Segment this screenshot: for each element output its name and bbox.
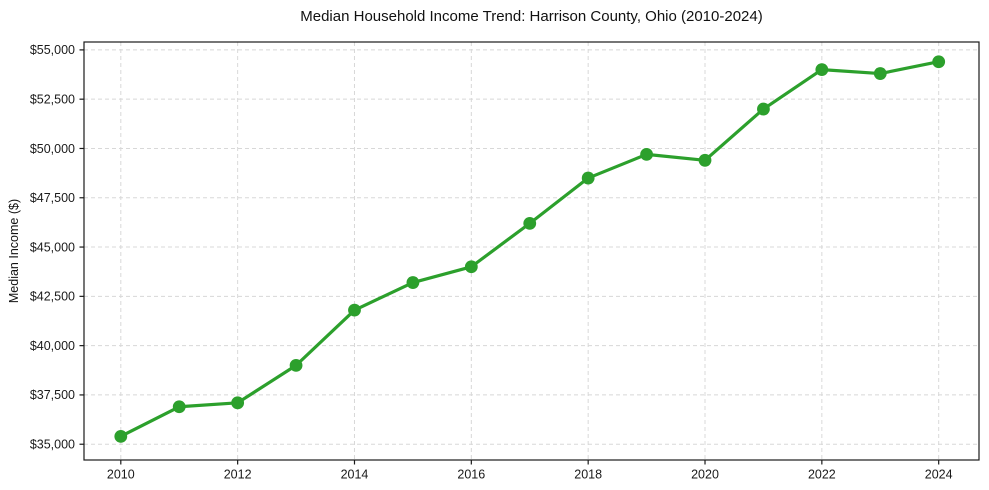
data-point-2020 [698, 153, 712, 167]
x-tick-label: 2024 [925, 468, 953, 482]
y-tick-label: $55,000 [30, 43, 75, 57]
y-tick-label: $47,500 [30, 191, 75, 205]
chart-title: Median Household Income Trend: Harrison … [300, 8, 763, 25]
x-tick-label: 2012 [224, 468, 252, 482]
x-tick-label: 2018 [574, 468, 602, 482]
x-tick-label: 2016 [457, 468, 485, 482]
x-tick-label: 2010 [107, 468, 135, 482]
data-point-2010 [114, 429, 128, 443]
data-point-2012 [231, 396, 245, 410]
plot-border [83, 41, 980, 461]
x-tick-label: 2020 [691, 468, 719, 482]
data-point-2023 [873, 67, 887, 80]
y-tick-label: $40,000 [30, 339, 75, 353]
data-point-2015 [406, 276, 420, 289]
x-tick-label: 2022 [808, 468, 836, 482]
y-tick-label: $50,000 [30, 142, 75, 156]
y-tick-label: $52,500 [30, 92, 75, 106]
data-point-2011 [172, 400, 186, 414]
data-point-2021 [757, 102, 770, 116]
data-point-2017 [523, 216, 537, 230]
data-point-2014 [348, 303, 361, 317]
x-tick-label: 2014 [341, 468, 369, 482]
y-tick-label: $42,500 [30, 290, 75, 304]
y-tick-label: $35,000 [30, 438, 75, 452]
data-point-2013 [289, 358, 303, 372]
data-point-2018 [581, 171, 595, 185]
data-point-2024 [932, 55, 946, 69]
data-point-2022 [815, 63, 829, 77]
trend-line [119, 60, 941, 438]
data-point-2016 [464, 260, 478, 274]
y-tick-label: $45,000 [30, 240, 75, 254]
y-tick-label: $37,500 [30, 388, 75, 402]
data-point-2019 [640, 147, 653, 161]
